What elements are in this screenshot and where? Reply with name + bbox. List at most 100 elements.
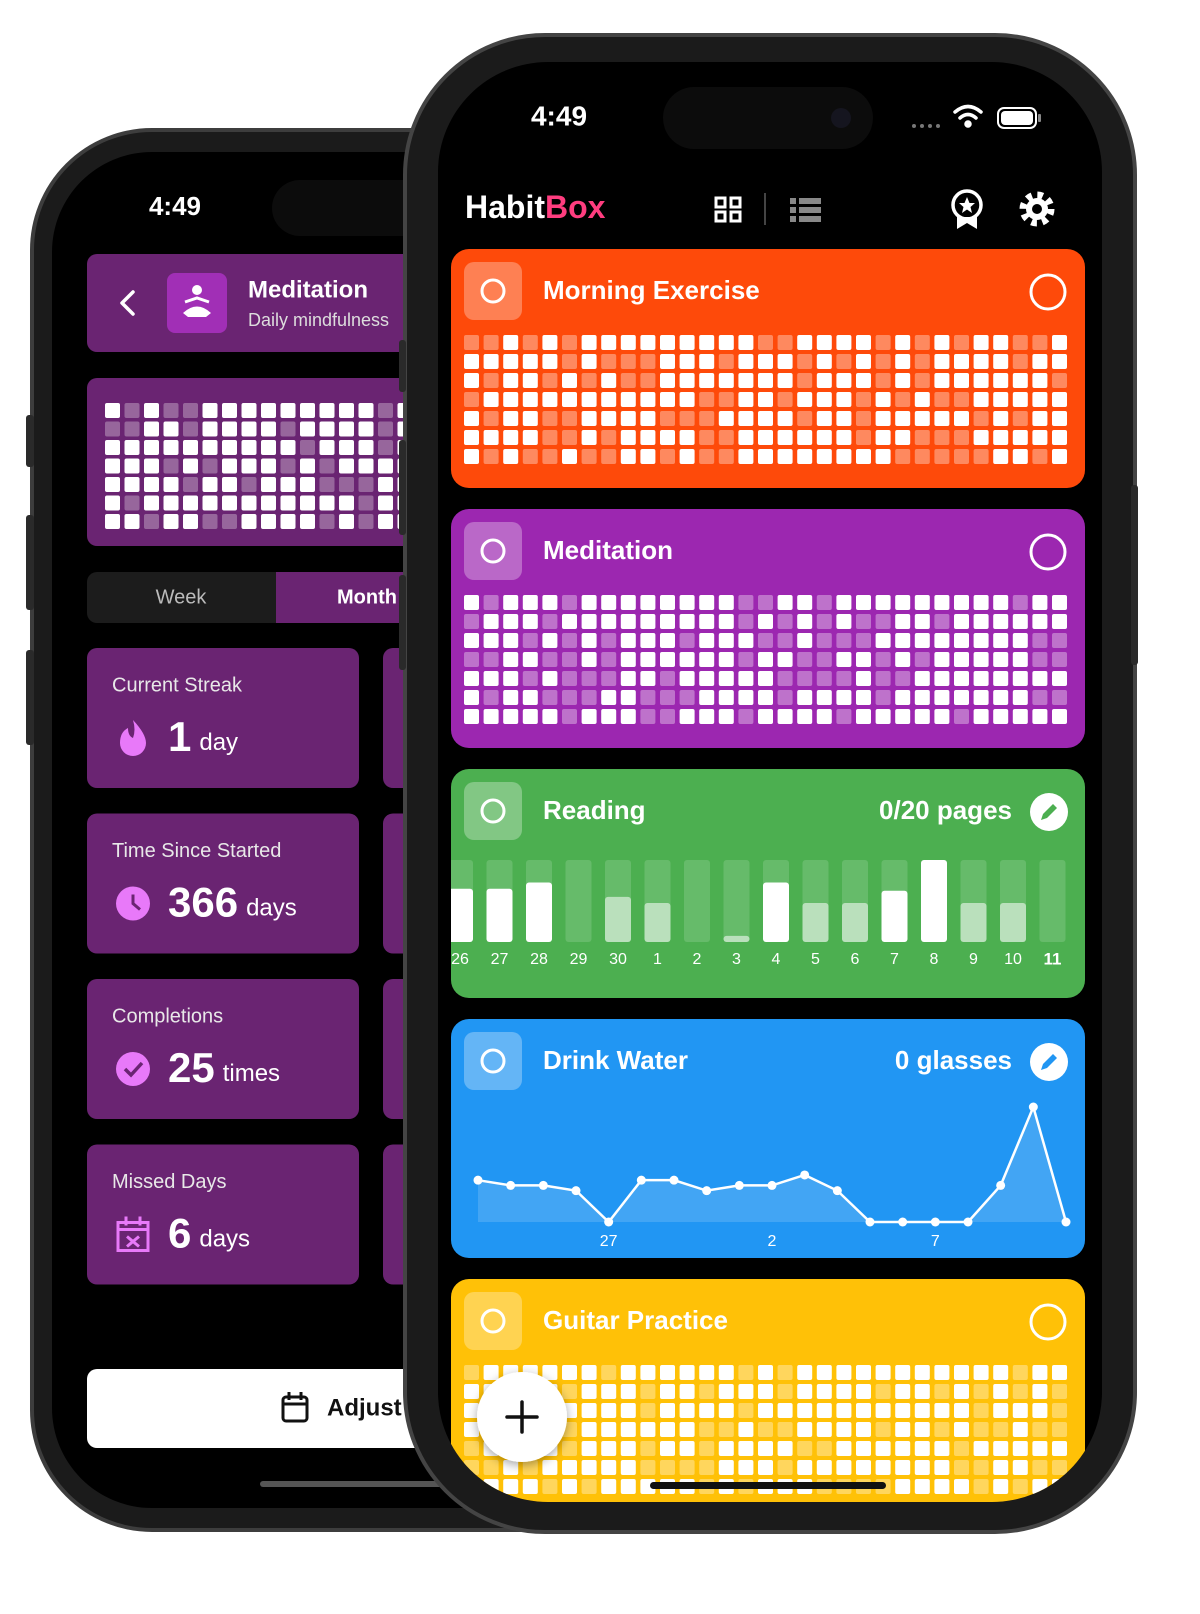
day-cell	[816, 373, 832, 388]
day-cell	[640, 614, 656, 629]
day-cell	[836, 652, 852, 667]
day-cell	[679, 690, 695, 705]
stat-label: Time Since Started	[112, 840, 281, 862]
day-cell	[973, 709, 989, 724]
day-cell	[640, 595, 656, 610]
x-tick-label: 11	[1044, 949, 1062, 968]
day-cell	[562, 709, 577, 724]
check-button[interactable]	[1029, 1303, 1067, 1341]
day-cell	[797, 449, 813, 464]
day-cell	[973, 392, 989, 407]
day-cell	[699, 335, 715, 350]
day-cell	[300, 514, 315, 529]
day-cell	[620, 430, 636, 445]
day-cell	[699, 652, 715, 667]
day-cell	[620, 373, 636, 388]
button-label[interactable]: Adjust	[327, 1394, 402, 1421]
list-view-button[interactable]	[790, 198, 821, 222]
x-tick-label: 1	[653, 951, 662, 968]
day-cell	[699, 354, 715, 369]
day-cell	[562, 652, 577, 667]
day-cell	[503, 392, 519, 407]
day-cell	[973, 335, 989, 350]
day-cell	[758, 411, 773, 426]
day-cell	[358, 403, 374, 418]
day-cell	[836, 690, 852, 705]
day-cell	[620, 652, 636, 667]
tab[interactable]: Week	[156, 586, 208, 608]
day-cell	[562, 411, 577, 426]
day-cell	[914, 614, 930, 629]
day-cell	[581, 392, 597, 407]
day-cell	[464, 1403, 479, 1418]
day-cell	[934, 411, 950, 426]
day-cell	[378, 477, 393, 492]
day-cell	[1052, 1403, 1067, 1418]
day-cell	[581, 633, 597, 648]
day-cell	[1012, 373, 1028, 388]
day-cell	[836, 1441, 852, 1456]
day-cell	[738, 1384, 754, 1399]
day-cell	[934, 1479, 950, 1494]
bar	[802, 903, 829, 942]
day-cell	[797, 411, 813, 426]
adjust-button[interactable]	[87, 1369, 487, 1448]
day-cell	[934, 1384, 950, 1399]
day-cell	[895, 373, 911, 388]
achievements-button[interactable]	[951, 189, 983, 229]
day-cell	[816, 671, 832, 686]
day-cell	[699, 709, 715, 724]
habit-card[interactable]	[451, 1279, 1085, 1579]
day-cell	[522, 449, 538, 464]
day-cell	[562, 430, 577, 445]
day-cell	[581, 449, 597, 464]
point	[963, 1217, 973, 1227]
day-cell	[954, 633, 969, 648]
point	[538, 1180, 548, 1190]
day-cell	[483, 430, 499, 445]
day-cell	[895, 354, 911, 369]
habit-icon	[464, 1292, 522, 1350]
day-cell	[105, 514, 120, 529]
day-cell	[163, 514, 179, 529]
day-cell	[797, 1365, 813, 1380]
habit-card[interactable]	[451, 1019, 1085, 1258]
tab[interactable]: Month	[337, 586, 397, 608]
day-cell	[954, 690, 969, 705]
day-cell	[601, 690, 617, 705]
day-cell	[581, 652, 597, 667]
settings-button[interactable]	[1019, 191, 1055, 227]
day-cell	[973, 430, 989, 445]
day-cell	[202, 421, 218, 437]
day-cell	[875, 449, 891, 464]
day-cell	[836, 614, 852, 629]
day-cell	[581, 1365, 597, 1380]
check-button[interactable]	[1029, 273, 1067, 311]
check-button[interactable]	[1029, 533, 1067, 571]
day-cell	[562, 633, 577, 648]
day-cell	[973, 1460, 989, 1475]
day-cell	[339, 495, 354, 511]
day-cell	[934, 1403, 950, 1418]
habit-title: Meditation	[248, 276, 368, 303]
day-cell	[542, 1365, 558, 1380]
day-cell	[660, 1403, 675, 1418]
day-cell	[699, 411, 715, 426]
day-cell	[797, 1403, 813, 1418]
day-cell	[856, 690, 871, 705]
day-cell	[836, 1403, 852, 1418]
day-cell	[261, 495, 276, 511]
grid-view-button[interactable]	[714, 196, 742, 223]
day-cell	[836, 411, 852, 426]
day-cell	[1032, 411, 1048, 426]
day-cell	[1012, 1479, 1028, 1494]
day-cell	[777, 449, 793, 464]
day-cell	[601, 671, 617, 686]
day-cell	[1032, 652, 1048, 667]
day-cell	[875, 595, 891, 610]
day-cell	[1012, 690, 1028, 705]
day-cell	[562, 335, 577, 350]
day-cell	[640, 1365, 656, 1380]
day-cell	[1052, 411, 1067, 426]
back-button[interactable]	[120, 290, 135, 316]
